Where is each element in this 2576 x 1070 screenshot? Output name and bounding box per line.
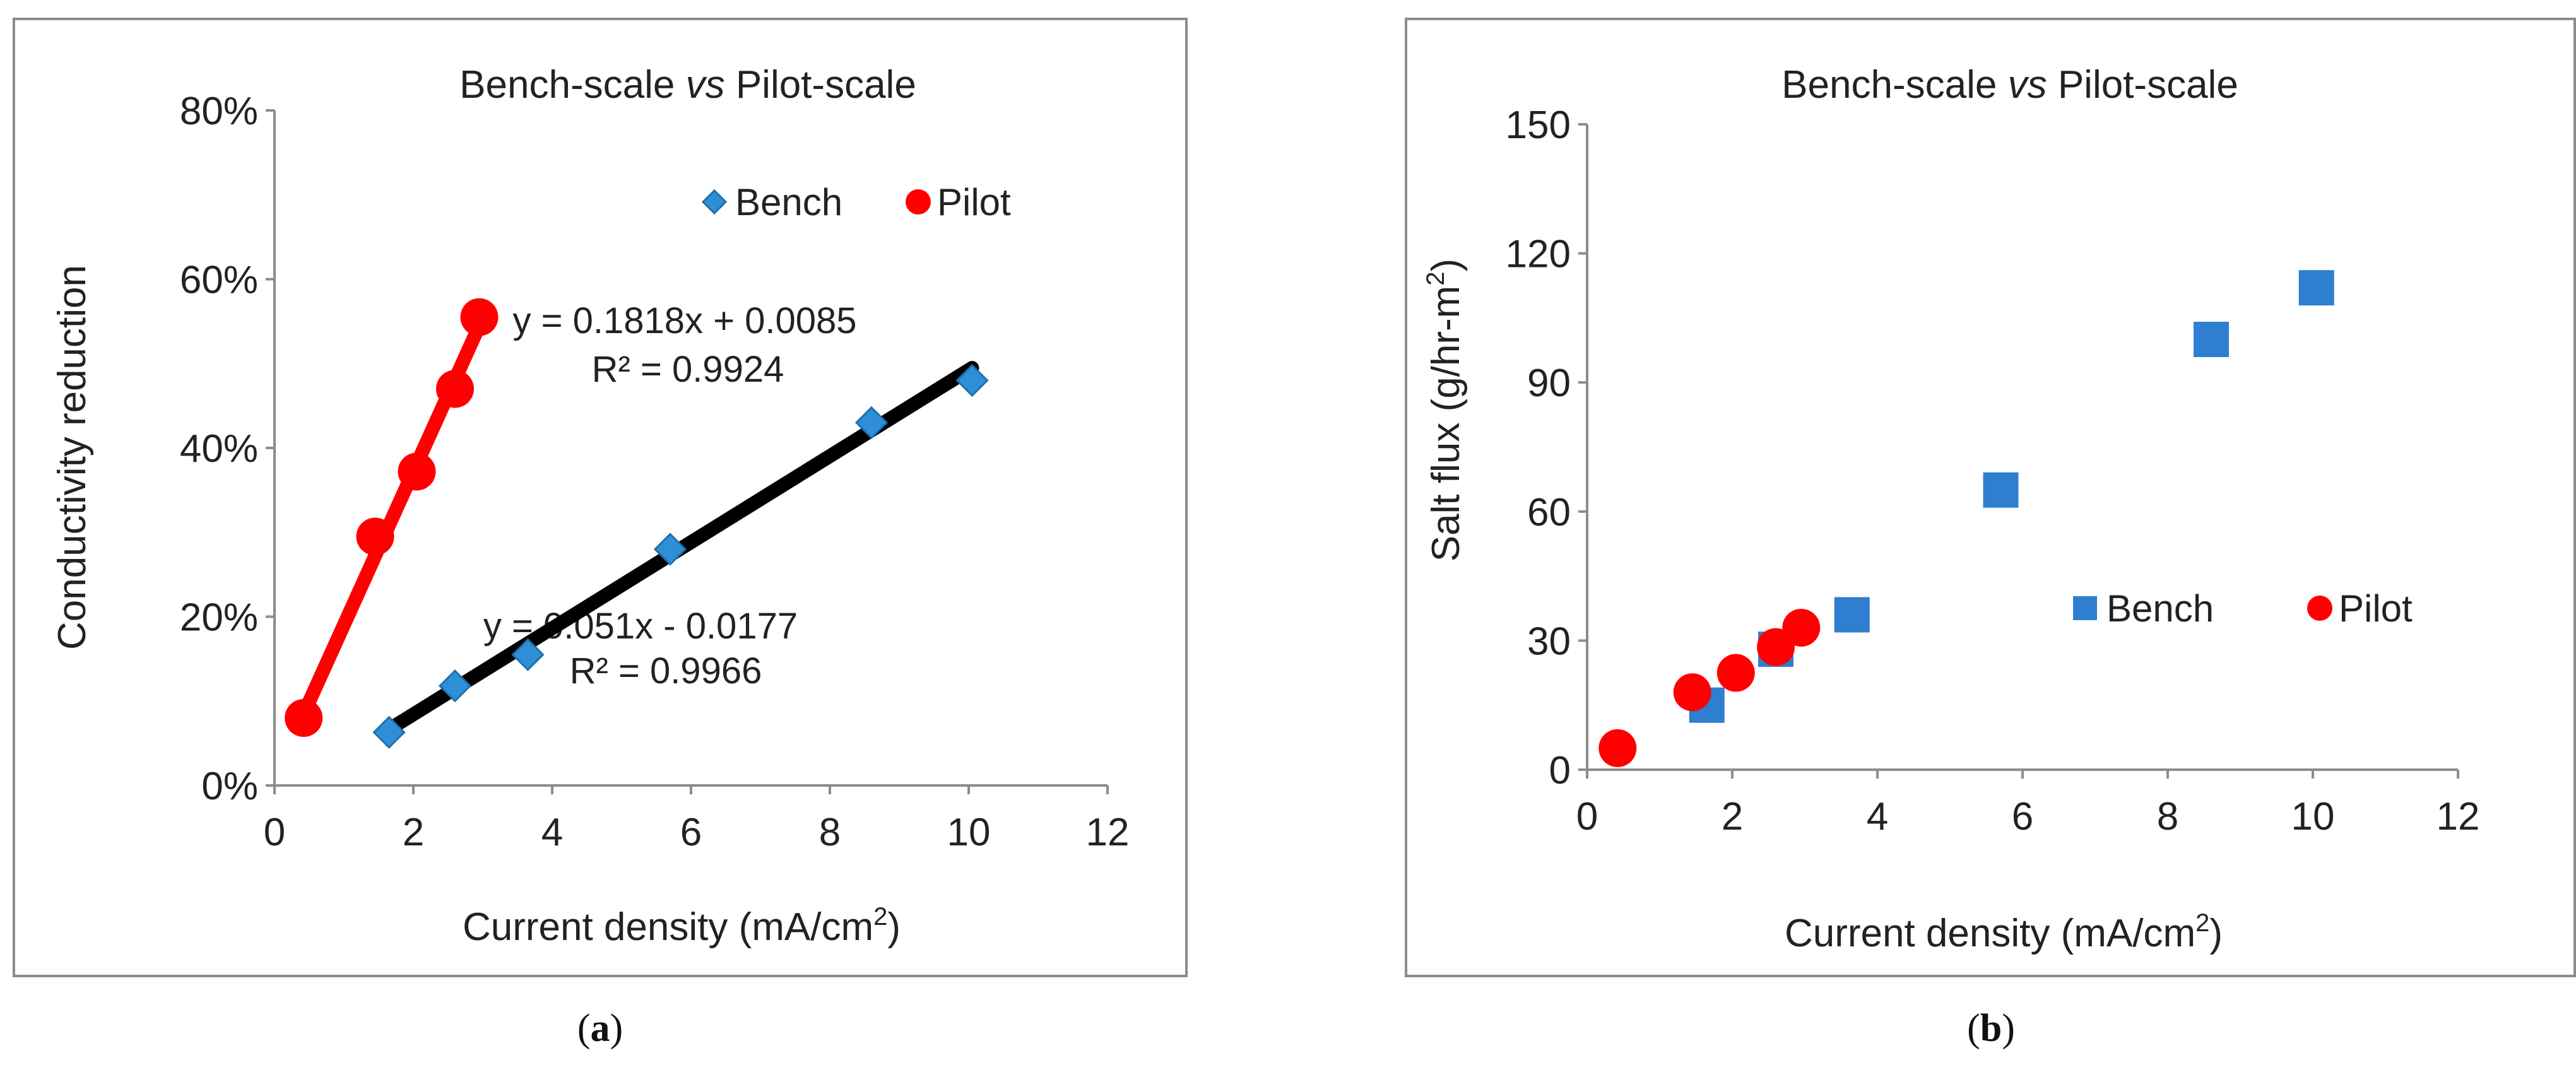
pilot-data-point <box>398 452 436 491</box>
x-tick-label: 2 <box>403 811 424 854</box>
y-tick-label: 60 <box>1527 491 1571 534</box>
x-tick-label: 0 <box>264 811 285 854</box>
x-tick-label: 6 <box>2012 795 2033 838</box>
bench-data-point <box>511 638 545 671</box>
legend-pilot-circle-icon <box>2307 596 2332 621</box>
panel-b-legend: Bench Pilot <box>2073 587 2413 630</box>
pilot-data-point <box>356 517 394 556</box>
bench-data-point <box>372 715 406 749</box>
bench-data-point <box>1834 597 1870 633</box>
x-tick-label: 12 <box>1086 811 1130 854</box>
y-tick-label: 80% <box>180 90 258 133</box>
legend-pilot-label: Pilot <box>2339 587 2413 630</box>
y-tick-label: 60% <box>180 259 258 302</box>
x-tick-label: 4 <box>541 811 563 854</box>
bench-data-point <box>2298 270 2334 306</box>
pilot-trend-r2: R² = 0.9924 <box>592 349 784 390</box>
legend-bench-label: Bench <box>2106 587 2214 630</box>
panel-b-plot-area: 0 30 60 90 120 150 0 2 4 6 8 10 12 <box>1506 103 2480 838</box>
x-tick-label: 2 <box>1722 795 1743 838</box>
x-tick-label: 8 <box>819 811 841 854</box>
panel-a-caption: (a) <box>577 1007 623 1050</box>
bench-data-point <box>653 532 687 566</box>
pilot-data-point <box>436 370 474 408</box>
panel-a-plot-area: 0% 20% 40% 60% 80% 0 2 4 6 8 10 12 <box>180 90 1130 854</box>
y-tick-label: 0% <box>201 765 258 808</box>
panel-a-title: Bench-scale vs Pilot-scale <box>459 63 916 107</box>
pilot-data-point <box>1716 654 1755 692</box>
panel-b-salt-flux-chart: Bench-scale vs Pilot-scale Current densi… <box>1405 18 2576 977</box>
legend-bench-square-icon <box>2073 596 2097 620</box>
y-tick-label: 120 <box>1506 233 1571 276</box>
legend-bench-diamond-icon <box>701 189 728 215</box>
panel-a-legend: Bench Pilot <box>701 181 1011 223</box>
pilot-data-point <box>1782 608 1821 647</box>
y-tick-label: 90 <box>1527 362 1571 405</box>
legend-pilot-label: Pilot <box>937 181 1011 223</box>
y-tick-label: 150 <box>1506 103 1571 147</box>
y-tick-label: 30 <box>1527 620 1571 663</box>
bench-data-point <box>2194 322 2229 357</box>
y-tick-label: 20% <box>180 596 258 640</box>
panel-b-caption: (b) <box>1967 1007 2015 1050</box>
panel-a-frame <box>13 18 1188 977</box>
panel-b-y-axis-label: Salt flux (g/hr-m2) <box>1422 259 1468 561</box>
x-tick-label: 6 <box>680 811 702 854</box>
panel-b-x-axis-label: Current density (mA/cm2) <box>1785 909 2223 955</box>
legend-pilot-circle-icon <box>906 189 931 215</box>
panel-a-y-axis-label: Conductivity reduction <box>50 265 94 650</box>
pilot-data-point <box>460 298 499 336</box>
bench-data-point <box>438 669 472 703</box>
panel-b-title: Bench-scale vs Pilot-scale <box>1781 63 2238 107</box>
x-tick-label: 10 <box>2291 795 2335 838</box>
pilot-trend-equation: y = 0.1818x + 0.0085 <box>513 300 857 341</box>
x-tick-label: 8 <box>2157 795 2178 838</box>
bench-data-point <box>955 363 989 397</box>
x-tick-label: 10 <box>947 811 991 854</box>
x-tick-label: 0 <box>1576 795 1598 838</box>
pilot-data-point <box>285 699 323 737</box>
panel-a-x-axis-label: Current density (mA/cm2) <box>463 903 901 949</box>
y-tick-label: 0 <box>1549 749 1571 792</box>
legend-bench-label: Bench <box>735 181 842 223</box>
bench-data-point <box>854 406 889 439</box>
panel-a-conductivity-chart: Bench-scale vs Pilot-scale Current densi… <box>13 18 1188 977</box>
y-tick-label: 40% <box>180 427 258 471</box>
bench-data-point <box>1983 472 2019 508</box>
x-tick-label: 4 <box>1867 795 1888 838</box>
x-tick-label: 12 <box>2437 795 2480 838</box>
pilot-data-point <box>1598 729 1637 767</box>
bench-trend-r2: R² = 0.9966 <box>570 650 762 691</box>
pilot-data-point <box>1673 673 1711 712</box>
